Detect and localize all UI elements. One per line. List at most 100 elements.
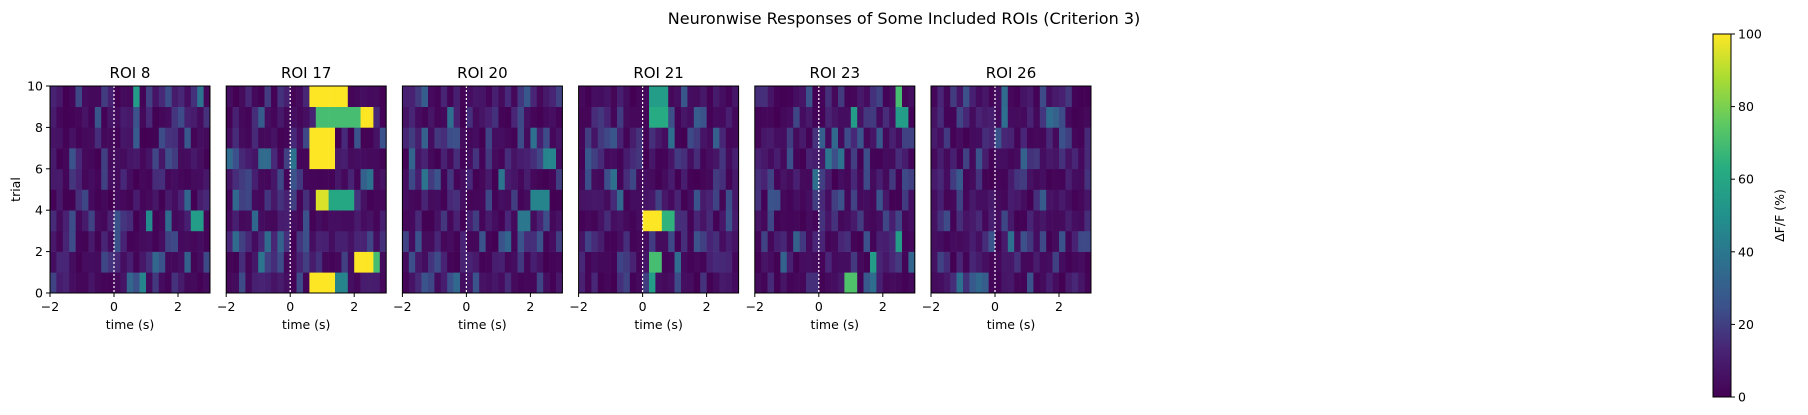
heatmap-cell [133, 272, 140, 294]
heatmap-cell [158, 251, 166, 273]
heatmap-cell [617, 210, 624, 232]
heatmap-cell [536, 168, 544, 190]
heatmap-cell [774, 168, 781, 190]
heatmap-cell [578, 168, 586, 190]
heatmap-cell [543, 168, 550, 190]
heatmap-cell [725, 148, 733, 170]
heatmap-cell [190, 106, 198, 128]
heatmap-cell [604, 168, 611, 190]
heatmap-cell [335, 272, 342, 294]
heatmap-cell [152, 86, 160, 107]
heatmap-cell [62, 230, 70, 252]
heatmap-cell [844, 251, 852, 273]
heatmap-cell [158, 86, 166, 107]
heatmap-cell [786, 86, 794, 107]
heatmap-cell [963, 148, 970, 170]
heatmap-cell [774, 272, 781, 294]
heatmap-cell [290, 251, 297, 273]
heatmap-cell [937, 272, 945, 294]
heatmap-cell [1065, 127, 1073, 149]
heatmap-cell [440, 127, 448, 149]
heatmap-cell [700, 148, 707, 170]
heatmap-cell [610, 106, 618, 128]
heatmap-cell [152, 230, 160, 252]
heatmap-cell [479, 272, 486, 294]
heatmap-cell [902, 106, 909, 128]
heatmap-cell [335, 251, 342, 273]
heatmap-cell [844, 106, 852, 128]
heatmap-cell [937, 251, 945, 273]
heatmap-cell [114, 251, 121, 273]
heatmap-cell [943, 210, 951, 232]
heatmap-cell [661, 230, 669, 252]
heatmap-cell [50, 230, 57, 252]
heatmap-cell [806, 272, 813, 294]
colorbar-tick-label: 0 [1738, 390, 1746, 405]
heatmap-cell [655, 168, 663, 190]
heatmap-cell [428, 168, 435, 190]
heatmap-cell [831, 210, 839, 232]
heatmap-cell [556, 86, 563, 107]
heatmap-cell [687, 251, 695, 273]
heatmap-cell [713, 251, 720, 273]
heatmap-cell [754, 230, 762, 252]
heatmap-cell [963, 251, 970, 273]
heatmap-cell [818, 106, 826, 128]
heatmap-cell [975, 272, 983, 294]
heatmap-cell [806, 230, 813, 252]
heatmap-cell [857, 148, 864, 170]
heatmap-cell [556, 251, 563, 273]
heatmap-cell [290, 148, 297, 170]
heatmap-cell [428, 251, 435, 273]
heatmap-cell [774, 127, 781, 149]
heatmap-cell [850, 272, 858, 294]
heatmap-cell [283, 168, 291, 190]
heatmap-cell [870, 106, 877, 128]
heatmap-cell [232, 148, 240, 170]
heatmap-cell [1020, 210, 1028, 232]
heatmap-cell [315, 230, 323, 252]
heatmap-cell [895, 127, 903, 149]
heatmap-cell [226, 127, 233, 149]
heatmap-cell [341, 189, 349, 211]
heatmap-cell [107, 251, 115, 273]
heatmap-cell [165, 210, 172, 232]
heatmap-cell [719, 127, 727, 149]
heatmap-cell [498, 148, 506, 170]
heatmap-cell [264, 168, 272, 190]
x-tick-label: 0 [991, 299, 999, 314]
heatmap-cell [1046, 210, 1053, 232]
heatmap-cell [271, 127, 278, 149]
heatmap-cell [421, 106, 429, 128]
heatmap-cell [975, 86, 983, 107]
heatmap-cell [190, 127, 198, 149]
heatmap-cell [1014, 127, 1021, 149]
heatmap-cell [309, 86, 317, 107]
heatmap-cell [943, 127, 951, 149]
heatmap-cell [629, 210, 637, 232]
heatmap-cell [536, 251, 544, 273]
heatmap-cell [1033, 127, 1041, 149]
heatmap-cell [1084, 230, 1092, 252]
x-axis-label: time (s) [634, 317, 682, 332]
heatmap-cell [271, 251, 278, 273]
heatmap-cell [818, 168, 826, 190]
heatmap-cell [774, 189, 781, 211]
heatmap-cell [1052, 106, 1060, 128]
heatmap-cell [610, 127, 618, 149]
heatmap-cell [889, 189, 896, 211]
heatmap-cell [578, 251, 586, 273]
panel-frame [930, 85, 1092, 294]
heatmap-cell [761, 251, 768, 273]
heatmap-cell [1039, 148, 1047, 170]
heatmap-cell [1027, 272, 1034, 294]
heatmap-cell [995, 106, 1002, 128]
heatmap-cell [956, 106, 964, 128]
heatmap-cell [674, 272, 682, 294]
heatmap-cell [82, 251, 89, 273]
heatmap-cell [472, 230, 480, 252]
heatmap-cell [453, 230, 461, 252]
heatmap-cell [1033, 86, 1041, 107]
